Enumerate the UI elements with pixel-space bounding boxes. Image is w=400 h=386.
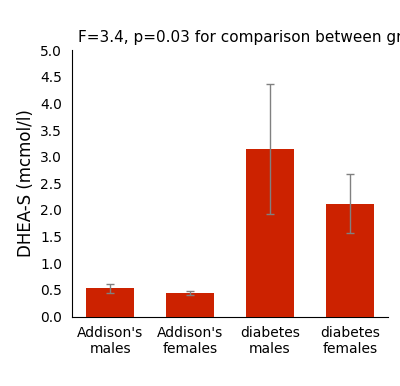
Bar <box>166 293 214 317</box>
Bar <box>326 203 374 317</box>
Y-axis label: DHEA-S (mcmol/l): DHEA-S (mcmol/l) <box>17 109 35 257</box>
Text: F=3.4, p=0.03 for comparison between groups: F=3.4, p=0.03 for comparison between gro… <box>78 30 400 45</box>
Bar <box>86 288 134 317</box>
Bar <box>246 149 294 317</box>
